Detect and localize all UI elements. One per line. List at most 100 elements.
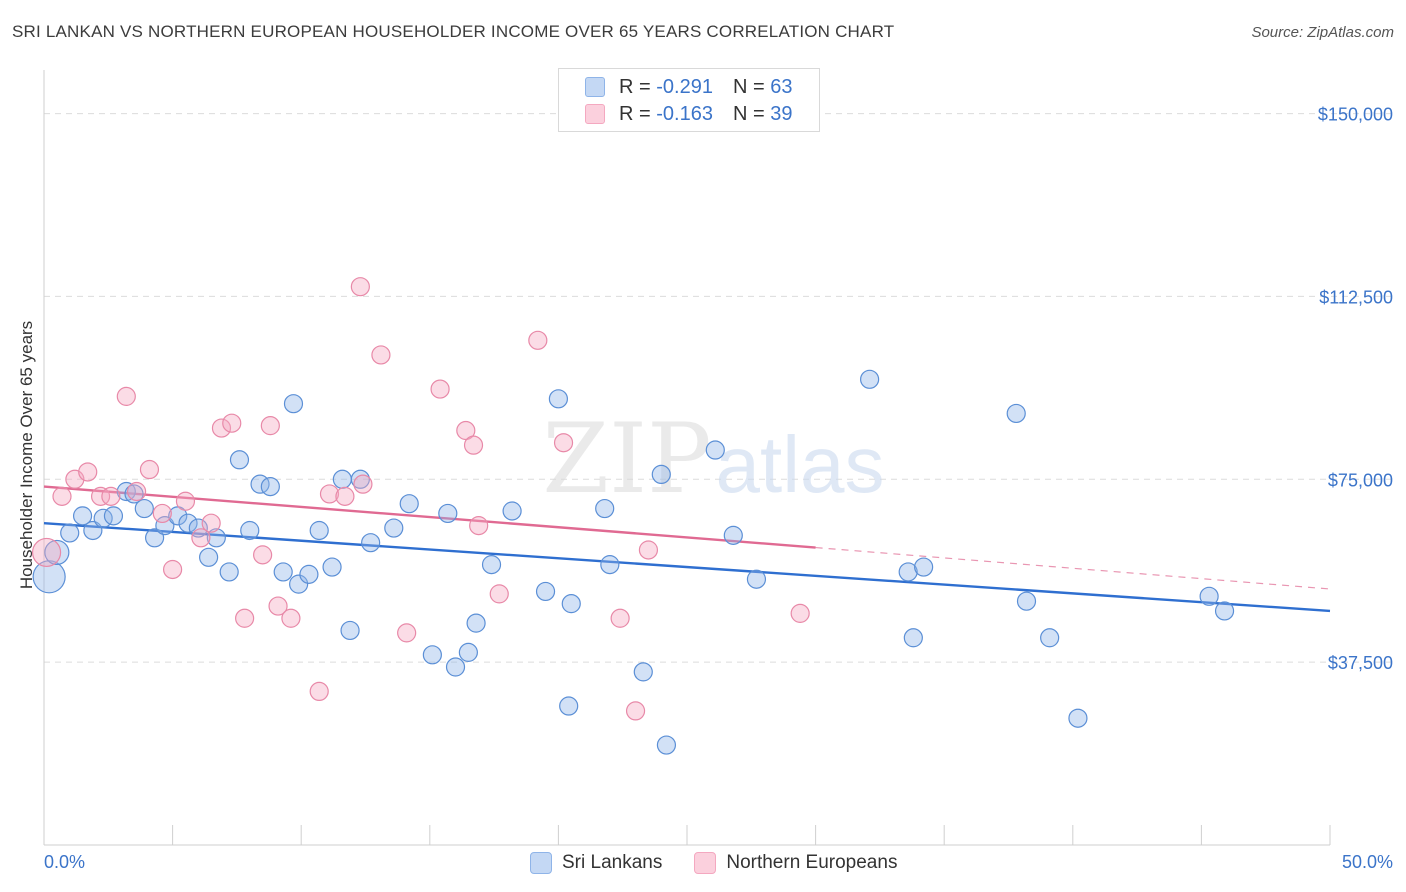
legend-swatch-pink: [694, 852, 717, 874]
point-northern-europeans: [371, 345, 391, 365]
point-northern-europeans: [790, 603, 810, 623]
point-sri-lankans: [651, 464, 671, 485]
point-sri-lankans: [299, 564, 319, 584]
y-tick-label: $37,500: [1328, 653, 1393, 673]
trend-line-sri-lankans: [43, 521, 1331, 613]
grid-lines: [44, 113, 1393, 663]
series-legend: Sri Lankans Northern Europeans: [530, 852, 929, 874]
point-sri-lankans: [438, 503, 458, 524]
point-sri-lankans: [600, 555, 620, 575]
point-sri-lankans: [399, 494, 419, 514]
point-sri-lankans: [219, 562, 239, 582]
legend-item-sri-lankans[interactable]: Sri Lankans: [530, 852, 662, 874]
point-sri-lankans: [1214, 601, 1235, 621]
data-points: [31, 277, 1235, 755]
point-sri-lankans: [903, 628, 923, 648]
point-sri-lankans: [240, 520, 260, 541]
point-sri-lankans: [309, 520, 329, 541]
point-sri-lankans: [116, 481, 136, 502]
point-sri-lankans: [1016, 591, 1037, 611]
source-label: Source: ZipAtlas.com: [1251, 24, 1394, 41]
legend-row-northern-europeans: R = -0.163 N = 39: [585, 102, 792, 126]
point-sri-lankans: [502, 501, 522, 521]
point-northern-europeans: [31, 537, 62, 568]
y-tick-label: $112,500: [1319, 287, 1393, 307]
point-sri-lankans: [705, 440, 725, 460]
point-sri-lankans: [134, 498, 154, 519]
legend-item-northern-europeans[interactable]: Northern Europeans: [694, 852, 897, 874]
trend-line-northern-europeans: [43, 485, 816, 549]
point-sri-lankans: [860, 369, 880, 389]
point-sri-lankans: [32, 560, 66, 594]
y-tick-labels: $37,500 $75,000 $112,500 $150,000: [1318, 105, 1393, 674]
point-sri-lankans: [898, 562, 918, 582]
legend-n-value: 63: [770, 75, 793, 98]
point-northern-europeans: [78, 462, 98, 482]
correlation-legend: R = -0.291 N = 63 R = -0.163 N = 39: [558, 68, 820, 132]
point-northern-europeans: [319, 484, 340, 504]
point-northern-europeans: [335, 486, 355, 506]
point-sri-lankans: [559, 696, 579, 716]
point-northern-europeans: [152, 503, 172, 524]
point-northern-europeans: [139, 459, 160, 480]
point-sri-lankans: [595, 498, 615, 519]
point-sri-lankans: [289, 574, 309, 594]
point-sri-lankans: [361, 533, 381, 553]
point-sri-lankans: [466, 613, 486, 633]
point-northern-europeans: [353, 474, 373, 494]
watermark-atlas: atlas: [716, 420, 885, 509]
point-sri-lankans: [535, 581, 556, 602]
point-sri-lankans: [229, 450, 250, 470]
point-northern-europeans: [235, 608, 255, 628]
point-sri-lankans: [384, 518, 404, 538]
point-sri-lankans: [283, 394, 304, 414]
point-sri-lankans: [1068, 708, 1088, 728]
point-northern-europeans: [101, 486, 121, 506]
point-northern-europeans: [126, 481, 147, 502]
point-sri-lankans: [144, 528, 165, 548]
point-northern-europeans: [463, 435, 484, 455]
legend-swatch-blue: [530, 852, 552, 874]
y-tick-label: $150,000: [1318, 105, 1393, 125]
point-northern-europeans: [469, 516, 489, 536]
point-sri-lankans: [322, 557, 342, 577]
point-northern-europeans: [175, 491, 196, 511]
axes: [43, 70, 1331, 846]
x-tick-label-min: 0.0%: [44, 852, 85, 872]
point-northern-europeans: [222, 413, 242, 433]
point-sri-lankans: [332, 469, 352, 489]
legend-n-label: N =: [732, 75, 765, 98]
point-northern-europeans: [281, 608, 301, 628]
legend-n-label: N =: [732, 102, 765, 125]
point-sri-lankans: [124, 484, 144, 504]
point-northern-europeans: [268, 596, 288, 616]
watermark: ZIP atlas: [542, 403, 884, 515]
y-tick-label: $75,000: [1328, 470, 1393, 490]
trend-lines: [43, 485, 1331, 613]
point-northern-europeans: [625, 701, 646, 721]
point-northern-europeans: [638, 540, 659, 560]
point-sri-lankans: [273, 562, 293, 582]
point-sri-lankans: [422, 645, 442, 665]
point-sri-lankans: [206, 528, 226, 548]
legend-row-sri-lankans: R = -0.291 N = 63: [585, 75, 792, 99]
legend-label-northern-europeans: Northern Europeans: [726, 852, 898, 873]
point-sri-lankans: [1040, 628, 1060, 648]
point-sri-lankans: [458, 642, 478, 662]
legend-r-label: R =: [619, 102, 651, 125]
point-sri-lankans: [445, 657, 466, 677]
point-northern-europeans: [397, 623, 417, 643]
point-northern-europeans: [430, 379, 450, 399]
point-sri-lankans: [178, 513, 198, 533]
legend-swatch-blue: [585, 77, 605, 97]
point-sri-lankans: [746, 569, 767, 589]
point-northern-europeans: [309, 681, 329, 702]
point-sri-lankans: [656, 735, 677, 755]
point-northern-europeans: [191, 528, 211, 548]
point-sri-lankans: [199, 547, 219, 567]
point-sri-lankans: [103, 506, 124, 526]
watermark-zip: ZIP: [542, 403, 711, 515]
point-sri-lankans: [1199, 586, 1219, 606]
point-northern-europeans: [489, 584, 509, 604]
point-northern-europeans: [553, 433, 574, 453]
